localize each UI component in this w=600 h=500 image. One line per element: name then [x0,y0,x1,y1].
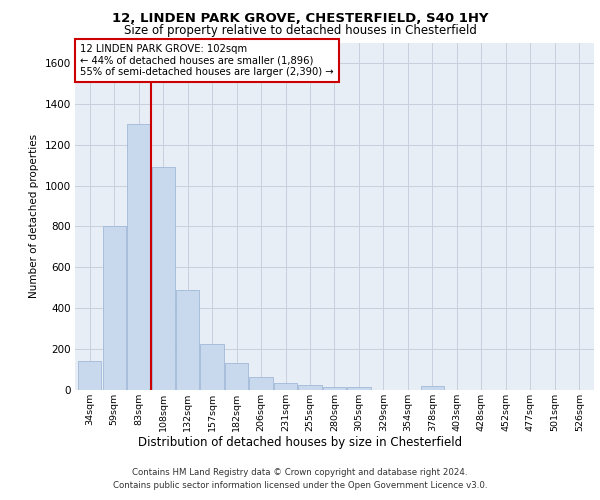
Bar [103,226,126,390]
Bar [250,376,272,390]
Bar [200,344,224,390]
Bar [78,362,101,390]
Bar [421,386,444,390]
Text: Distribution of detached houses by size in Chesterfield: Distribution of detached houses by size … [138,436,462,449]
Bar [323,387,346,390]
Bar [347,387,371,390]
Bar [298,385,322,390]
Y-axis label: Number of detached properties: Number of detached properties [29,134,39,298]
Text: Size of property relative to detached houses in Chesterfield: Size of property relative to detached ho… [124,24,476,37]
Text: 12 LINDEN PARK GROVE: 102sqm
← 44% of detached houses are smaller (1,896)
55% of: 12 LINDEN PARK GROVE: 102sqm ← 44% of de… [80,44,334,78]
Bar [225,364,248,390]
Bar [127,124,150,390]
Bar [176,290,199,390]
Text: Contains HM Land Registry data © Crown copyright and database right 2024.: Contains HM Land Registry data © Crown c… [132,468,468,477]
Bar [274,383,297,390]
Text: Contains public sector information licensed under the Open Government Licence v3: Contains public sector information licen… [113,482,487,490]
Text: 12, LINDEN PARK GROVE, CHESTERFIELD, S40 1HY: 12, LINDEN PARK GROVE, CHESTERFIELD, S40… [112,12,488,26]
Bar [152,167,175,390]
